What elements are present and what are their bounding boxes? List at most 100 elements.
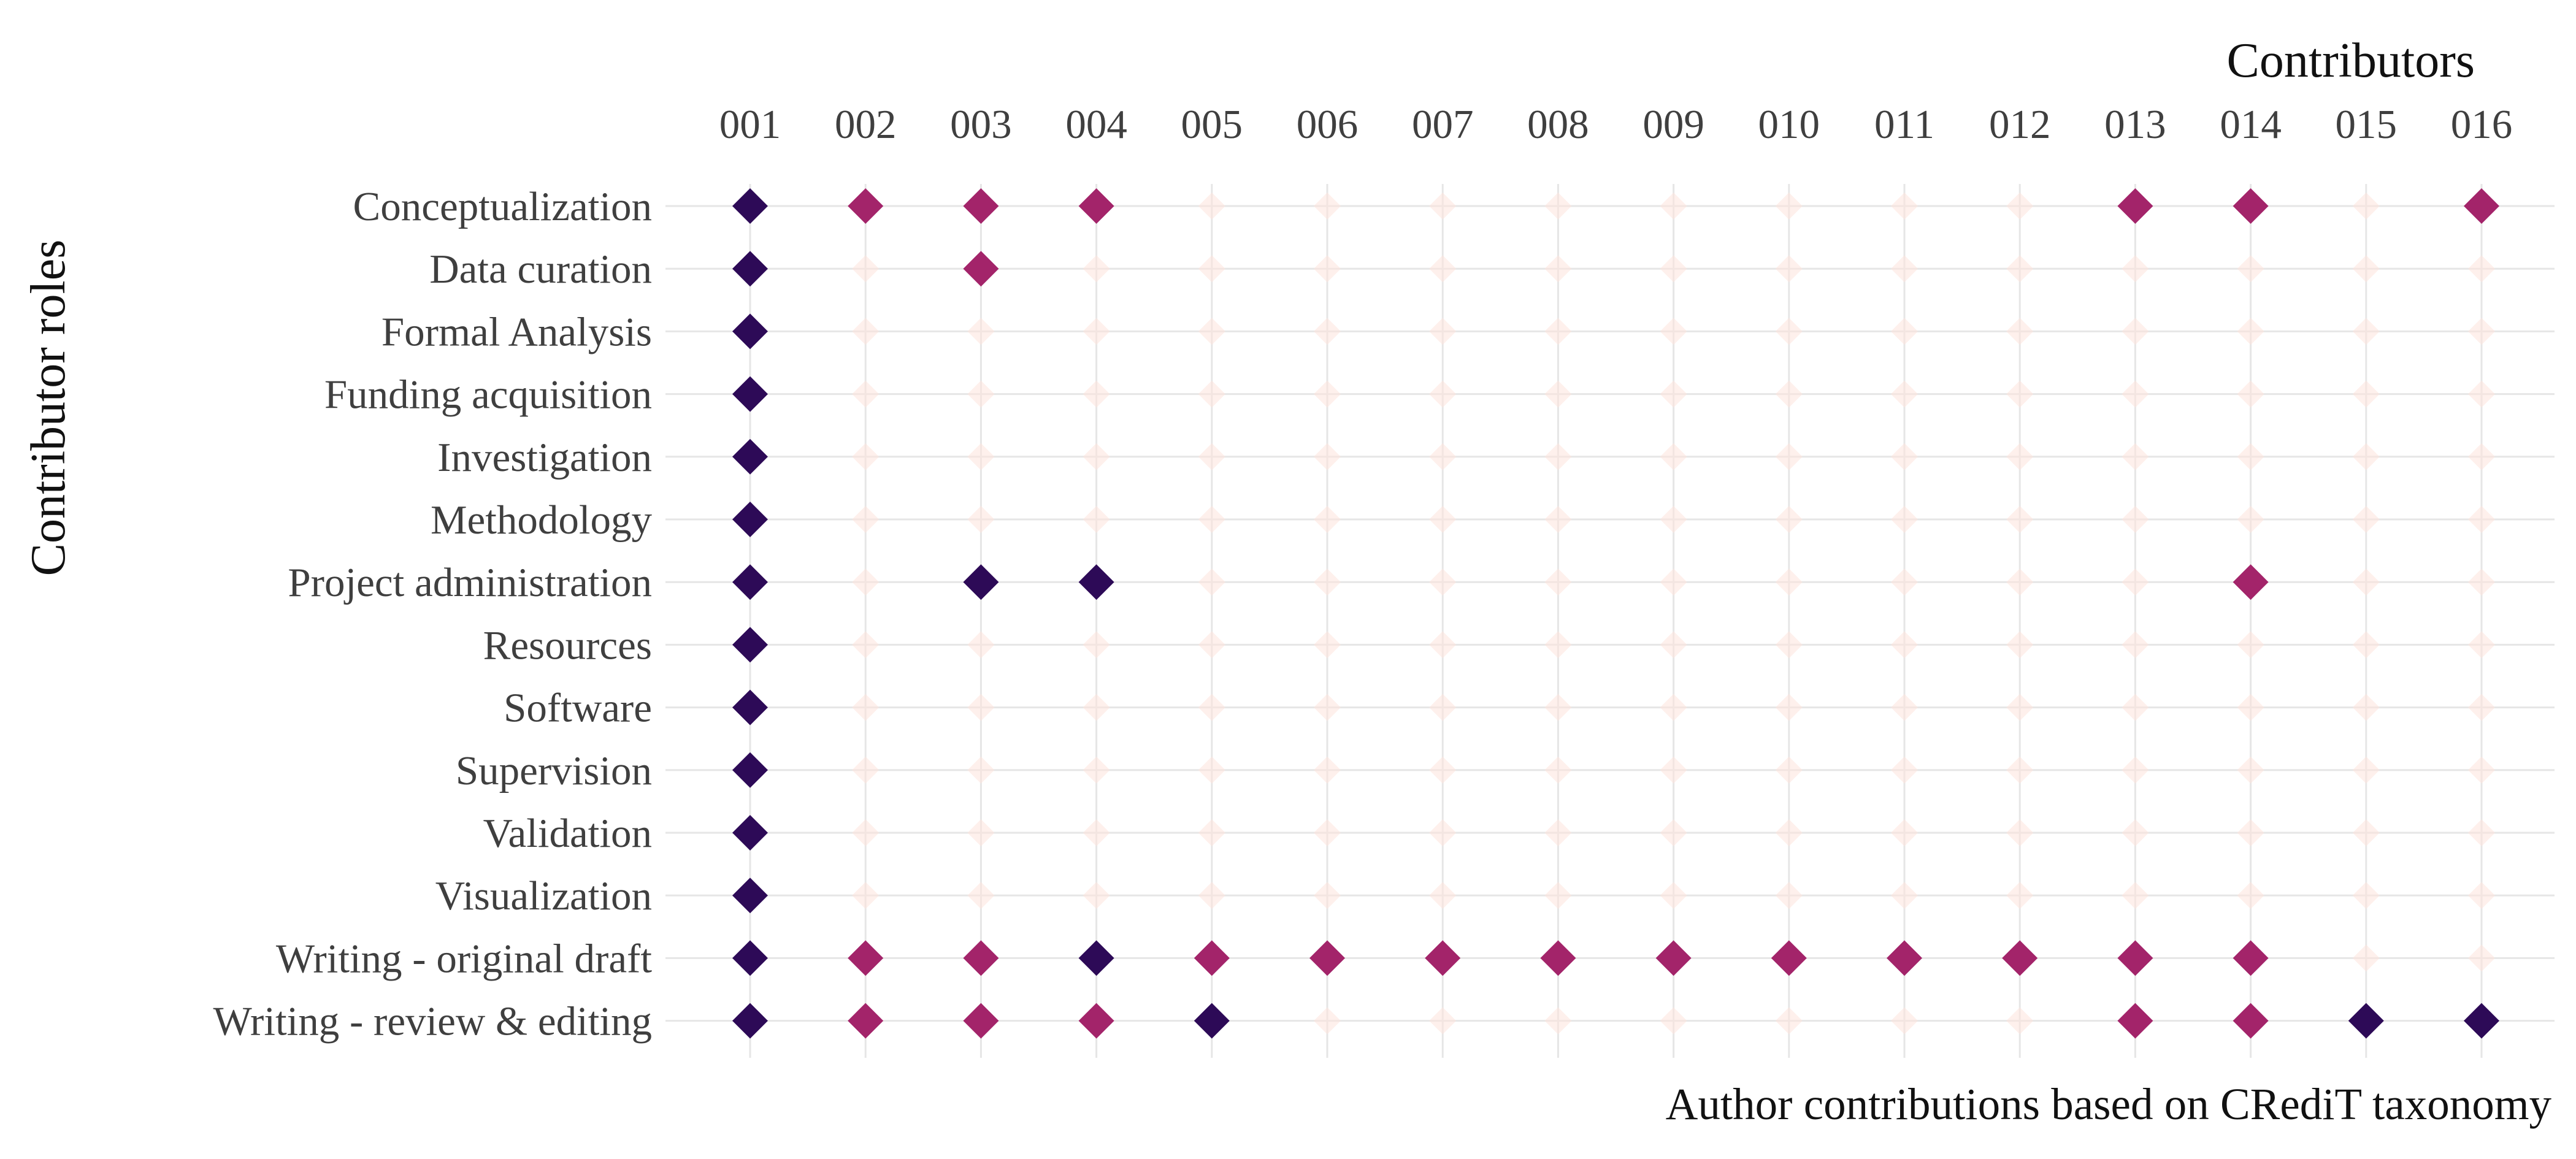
empty-marker bbox=[1314, 694, 1341, 721]
x-tick-label: 010 bbox=[1758, 102, 1820, 147]
empty-marker bbox=[852, 819, 880, 846]
contribution-marker bbox=[732, 815, 768, 851]
contribution-marker bbox=[1078, 564, 1114, 600]
empty-marker bbox=[2237, 756, 2264, 784]
x-tick-label: 012 bbox=[1989, 102, 2051, 147]
empty-marker bbox=[1198, 568, 1225, 596]
empty-marker bbox=[1083, 882, 1110, 909]
contribution-marker bbox=[732, 251, 768, 287]
empty-marker bbox=[1429, 694, 1457, 721]
empty-marker bbox=[1198, 318, 1225, 345]
empty-marker bbox=[2352, 506, 2380, 533]
empty-marker bbox=[1198, 506, 1225, 533]
x-tick-label: 006 bbox=[1297, 102, 1359, 147]
contribution-marker bbox=[732, 1003, 768, 1039]
empty-marker bbox=[1660, 506, 1687, 533]
contribution-marker bbox=[732, 689, 768, 725]
empty-marker bbox=[967, 506, 995, 533]
empty-marker bbox=[1775, 255, 1803, 283]
contribution-marker bbox=[2233, 1003, 2269, 1039]
contribution-marker bbox=[732, 188, 768, 224]
faint-markers bbox=[852, 193, 2495, 1035]
empty-marker bbox=[2006, 506, 2034, 533]
empty-marker bbox=[1544, 568, 1572, 596]
empty-marker bbox=[2122, 694, 2149, 721]
x-tick-label: 015 bbox=[2336, 102, 2398, 147]
contribution-marker bbox=[732, 627, 768, 663]
empty-marker bbox=[1198, 882, 1225, 909]
contribution-marker bbox=[963, 251, 999, 287]
y-tick-label: Writing - original draft bbox=[276, 936, 653, 981]
y-tick-label: Formal Analysis bbox=[381, 309, 652, 354]
empty-marker bbox=[852, 443, 880, 470]
empty-marker bbox=[2122, 380, 2149, 408]
empty-marker bbox=[2352, 882, 2380, 909]
contribution-marker bbox=[1309, 940, 1345, 976]
empty-marker bbox=[2237, 318, 2264, 345]
empty-marker bbox=[2468, 631, 2495, 659]
contribution-marker bbox=[848, 940, 884, 976]
empty-marker bbox=[2468, 318, 2495, 345]
empty-marker bbox=[2352, 255, 2380, 283]
contribution-marker bbox=[2117, 1003, 2153, 1039]
x-tick-labels: 001 002 003 004 005 006 007 008 009 010 011 012 013 0… bbox=[719, 102, 2513, 147]
contribution-marker bbox=[1078, 940, 1114, 976]
empty-marker bbox=[1198, 819, 1225, 846]
empty-marker bbox=[1660, 193, 1687, 220]
x-tick-label: 013 bbox=[2104, 102, 2166, 147]
empty-marker bbox=[2237, 255, 2264, 283]
empty-marker bbox=[1891, 255, 1918, 283]
empty-marker bbox=[1314, 631, 1341, 659]
y-tick-label: Visualization bbox=[435, 873, 652, 919]
empty-marker bbox=[2237, 694, 2264, 721]
empty-marker bbox=[1083, 380, 1110, 408]
y-tick-label: Software bbox=[504, 686, 652, 731]
contribution-marker bbox=[2117, 188, 2153, 224]
empty-marker bbox=[1775, 882, 1803, 909]
contribution-marker bbox=[1771, 940, 1807, 976]
empty-marker bbox=[1660, 1007, 1687, 1035]
contribution-marker bbox=[1655, 940, 1692, 976]
empty-marker bbox=[1429, 380, 1457, 408]
empty-marker bbox=[852, 694, 880, 721]
empty-marker bbox=[2352, 756, 2380, 784]
empty-marker bbox=[2122, 756, 2149, 784]
y-tick-label: Methodology bbox=[431, 497, 653, 543]
empty-marker bbox=[2122, 819, 2149, 846]
empty-marker bbox=[1891, 506, 1918, 533]
contribution-marker bbox=[963, 1003, 999, 1039]
y-tick-label: Supervision bbox=[456, 748, 652, 794]
empty-marker bbox=[1775, 1007, 1803, 1035]
x-tick-label: 007 bbox=[1412, 102, 1474, 147]
contribution-marker bbox=[2233, 940, 2269, 976]
empty-marker bbox=[2006, 819, 2034, 846]
empty-marker bbox=[967, 443, 995, 470]
contribution-marker bbox=[963, 564, 999, 600]
empty-marker bbox=[1544, 380, 1572, 408]
empty-marker bbox=[1775, 568, 1803, 596]
empty-marker bbox=[1891, 756, 1918, 784]
contribution-marker bbox=[1078, 1003, 1114, 1039]
contribution-marker bbox=[1540, 940, 1576, 976]
empty-marker bbox=[1660, 443, 1687, 470]
empty-marker bbox=[2237, 882, 2264, 909]
empty-marker bbox=[1544, 694, 1572, 721]
empty-marker bbox=[852, 506, 880, 533]
x-tick-label: 016 bbox=[2451, 102, 2513, 147]
contribution-marker bbox=[732, 752, 768, 788]
contribution-marker bbox=[732, 438, 768, 475]
empty-marker bbox=[1429, 318, 1457, 345]
empty-marker bbox=[2468, 380, 2495, 408]
empty-marker bbox=[2468, 756, 2495, 784]
empty-marker bbox=[1891, 694, 1918, 721]
empty-marker bbox=[1429, 443, 1457, 470]
empty-marker bbox=[852, 882, 880, 909]
empty-marker bbox=[2006, 694, 2034, 721]
empty-marker bbox=[2352, 819, 2380, 846]
empty-marker bbox=[1314, 318, 1341, 345]
contribution-marker bbox=[2348, 1003, 2384, 1039]
empty-marker bbox=[2237, 506, 2264, 533]
empty-marker bbox=[2006, 318, 2034, 345]
contribution-marker bbox=[2002, 940, 2038, 976]
empty-marker bbox=[1544, 506, 1572, 533]
